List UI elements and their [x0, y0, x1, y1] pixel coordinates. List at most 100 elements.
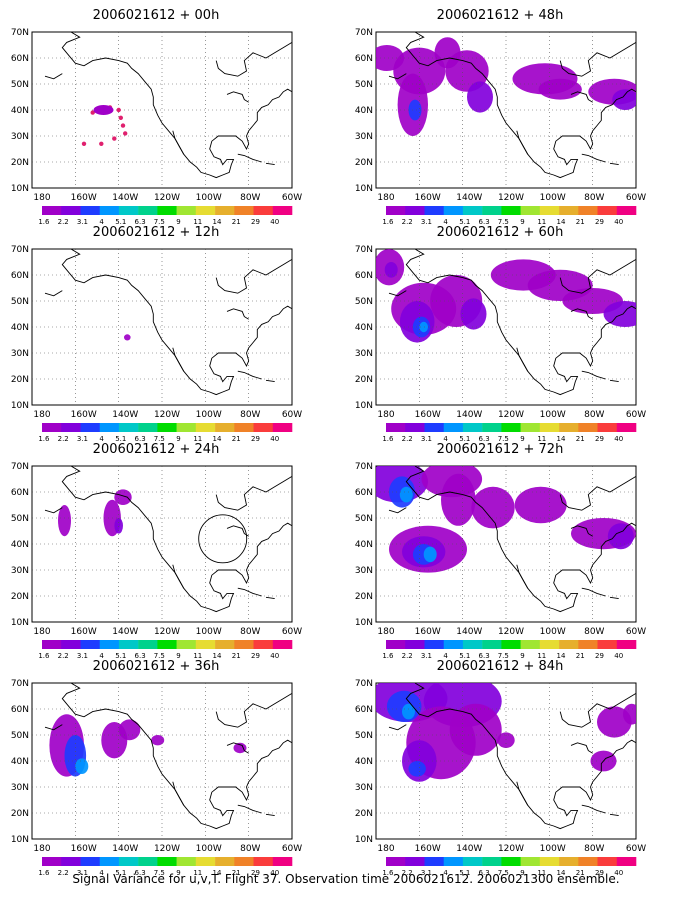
variance-area — [460, 298, 487, 330]
colorbar-swatch — [482, 857, 502, 866]
colorbar-swatch — [61, 206, 81, 215]
lat-tick-label: 30N — [11, 783, 29, 793]
lat-tick-label: 50N — [355, 80, 373, 90]
colorbar-swatch — [138, 640, 158, 649]
coastline — [609, 162, 619, 166]
coastline — [172, 347, 185, 372]
colorbar-label: 9 — [176, 869, 180, 877]
variance-area — [233, 742, 247, 754]
lon-tick-label: 120W — [498, 193, 524, 203]
colorbar-swatch — [616, 423, 637, 432]
lon-tick-label: 140W — [456, 193, 482, 203]
colorbar-swatch — [578, 423, 598, 432]
lon-tick-label: 60W — [282, 844, 302, 854]
colorbar-label: 2.2 — [58, 435, 69, 443]
coastline — [215, 42, 292, 77]
colorbar-label: 9 — [520, 218, 524, 226]
colorbar-swatch — [272, 423, 293, 432]
coastline — [388, 73, 407, 80]
colorbar-swatch — [405, 423, 425, 432]
colorbar-label: 7.5 — [154, 435, 165, 443]
lat-tick-label: 70N — [11, 245, 29, 255]
colorbar-swatch — [138, 857, 158, 866]
colorbar-swatch — [99, 423, 120, 432]
colorbar-label: 7.5 — [154, 218, 165, 226]
observation-point — [99, 141, 104, 146]
colorbar-label: 11 — [537, 218, 546, 226]
lon-tick-label: 180 — [33, 193, 50, 203]
lat-tick-label: 60N — [11, 705, 29, 715]
lat-tick-label: 50N — [355, 514, 373, 524]
colorbar-swatch — [215, 640, 235, 649]
colorbar-label: 14 — [557, 218, 566, 226]
colorbar-swatch — [539, 423, 560, 432]
colorbar-label: 2.2 — [402, 435, 413, 443]
colorbar-label: 29 — [595, 218, 604, 226]
map-panel-84h: 2006021612 + 84h 70N 60N 50N 40N 30N 20N 10N 18… — [350, 659, 650, 877]
colorbar-swatch — [597, 206, 617, 215]
coastline — [61, 683, 292, 830]
panel-title: 2006021612 + 24h — [92, 442, 220, 457]
coastline — [172, 130, 185, 155]
figure-caption: Signal Variance for u,v,T. Flight 37. Ob… — [72, 872, 620, 886]
colorbar-swatch — [616, 857, 637, 866]
lon-tick-label: 60W — [626, 844, 646, 854]
colorbar-swatch — [195, 423, 216, 432]
colorbar-swatch — [215, 857, 235, 866]
observation-point — [116, 107, 121, 113]
colorbar-label: 14 — [213, 652, 222, 660]
colorbar-swatch — [501, 206, 521, 215]
coastline — [226, 742, 249, 754]
variance-area — [408, 761, 426, 777]
colorbar-label: 2.2 — [58, 869, 69, 877]
colorbar-label: 40 — [614, 652, 623, 660]
coastline — [215, 259, 292, 294]
colorbar-label: 29 — [595, 869, 604, 877]
colorbar-swatch — [539, 640, 560, 649]
colorbar-label: 3.1 — [421, 435, 432, 443]
colorbar-swatch — [61, 640, 81, 649]
observation-point — [123, 131, 128, 136]
lat-tick-label: 40N — [355, 757, 373, 767]
coastline — [405, 466, 636, 613]
colorbar-label: 6.3 — [135, 435, 146, 443]
colorbar-label: 14 — [213, 218, 222, 226]
colorbar-swatch — [80, 640, 100, 649]
colorbar-swatch — [520, 640, 541, 649]
plot-area — [32, 683, 292, 839]
colorbar-swatch — [195, 857, 216, 866]
colorbar-label: 9 — [176, 218, 180, 226]
lon-tick-label: 80W — [240, 844, 260, 854]
coastline — [570, 308, 593, 320]
lon-tick-label: 120W — [154, 410, 180, 420]
coastline — [388, 507, 407, 514]
lat-tick-label: 40N — [11, 323, 29, 333]
lon-tick-label: 140W — [112, 193, 138, 203]
variance-area — [151, 735, 165, 746]
lat-tick-label: 70N — [11, 679, 29, 689]
colorbar-label: 3.1 — [421, 652, 432, 660]
panel-title: 2006021612 + 60h — [436, 225, 564, 240]
map-panel-24h: 2006021612 + 24h 70N 60N 50N 40N 30N 20N 10N 18… — [6, 442, 306, 660]
observation-point — [112, 136, 117, 141]
variance-area — [514, 486, 567, 524]
lon-tick-label: 100W — [196, 844, 222, 854]
lat-tick-label: 10N — [355, 835, 373, 845]
colorbar-label: 1.6 — [38, 652, 50, 660]
lon-tick-label: 160W — [71, 844, 97, 854]
lon-tick-label: 100W — [196, 410, 222, 420]
lat-tick-label: 70N — [355, 28, 373, 38]
variance-area — [419, 321, 428, 333]
lat-tick-label: 40N — [11, 106, 29, 116]
colorbar-swatch — [80, 206, 100, 215]
coastline — [237, 804, 262, 814]
variance-area — [538, 78, 582, 100]
lon-tick-label: 100W — [540, 627, 566, 637]
variance-area — [607, 523, 634, 550]
colorbar-swatch — [272, 857, 293, 866]
colorbar-swatch — [462, 640, 483, 649]
colorbar-label: 6.3 — [479, 218, 490, 226]
lon-tick-label: 60W — [282, 410, 302, 420]
lat-tick-label: 50N — [11, 80, 29, 90]
colorbar-swatch — [405, 857, 425, 866]
